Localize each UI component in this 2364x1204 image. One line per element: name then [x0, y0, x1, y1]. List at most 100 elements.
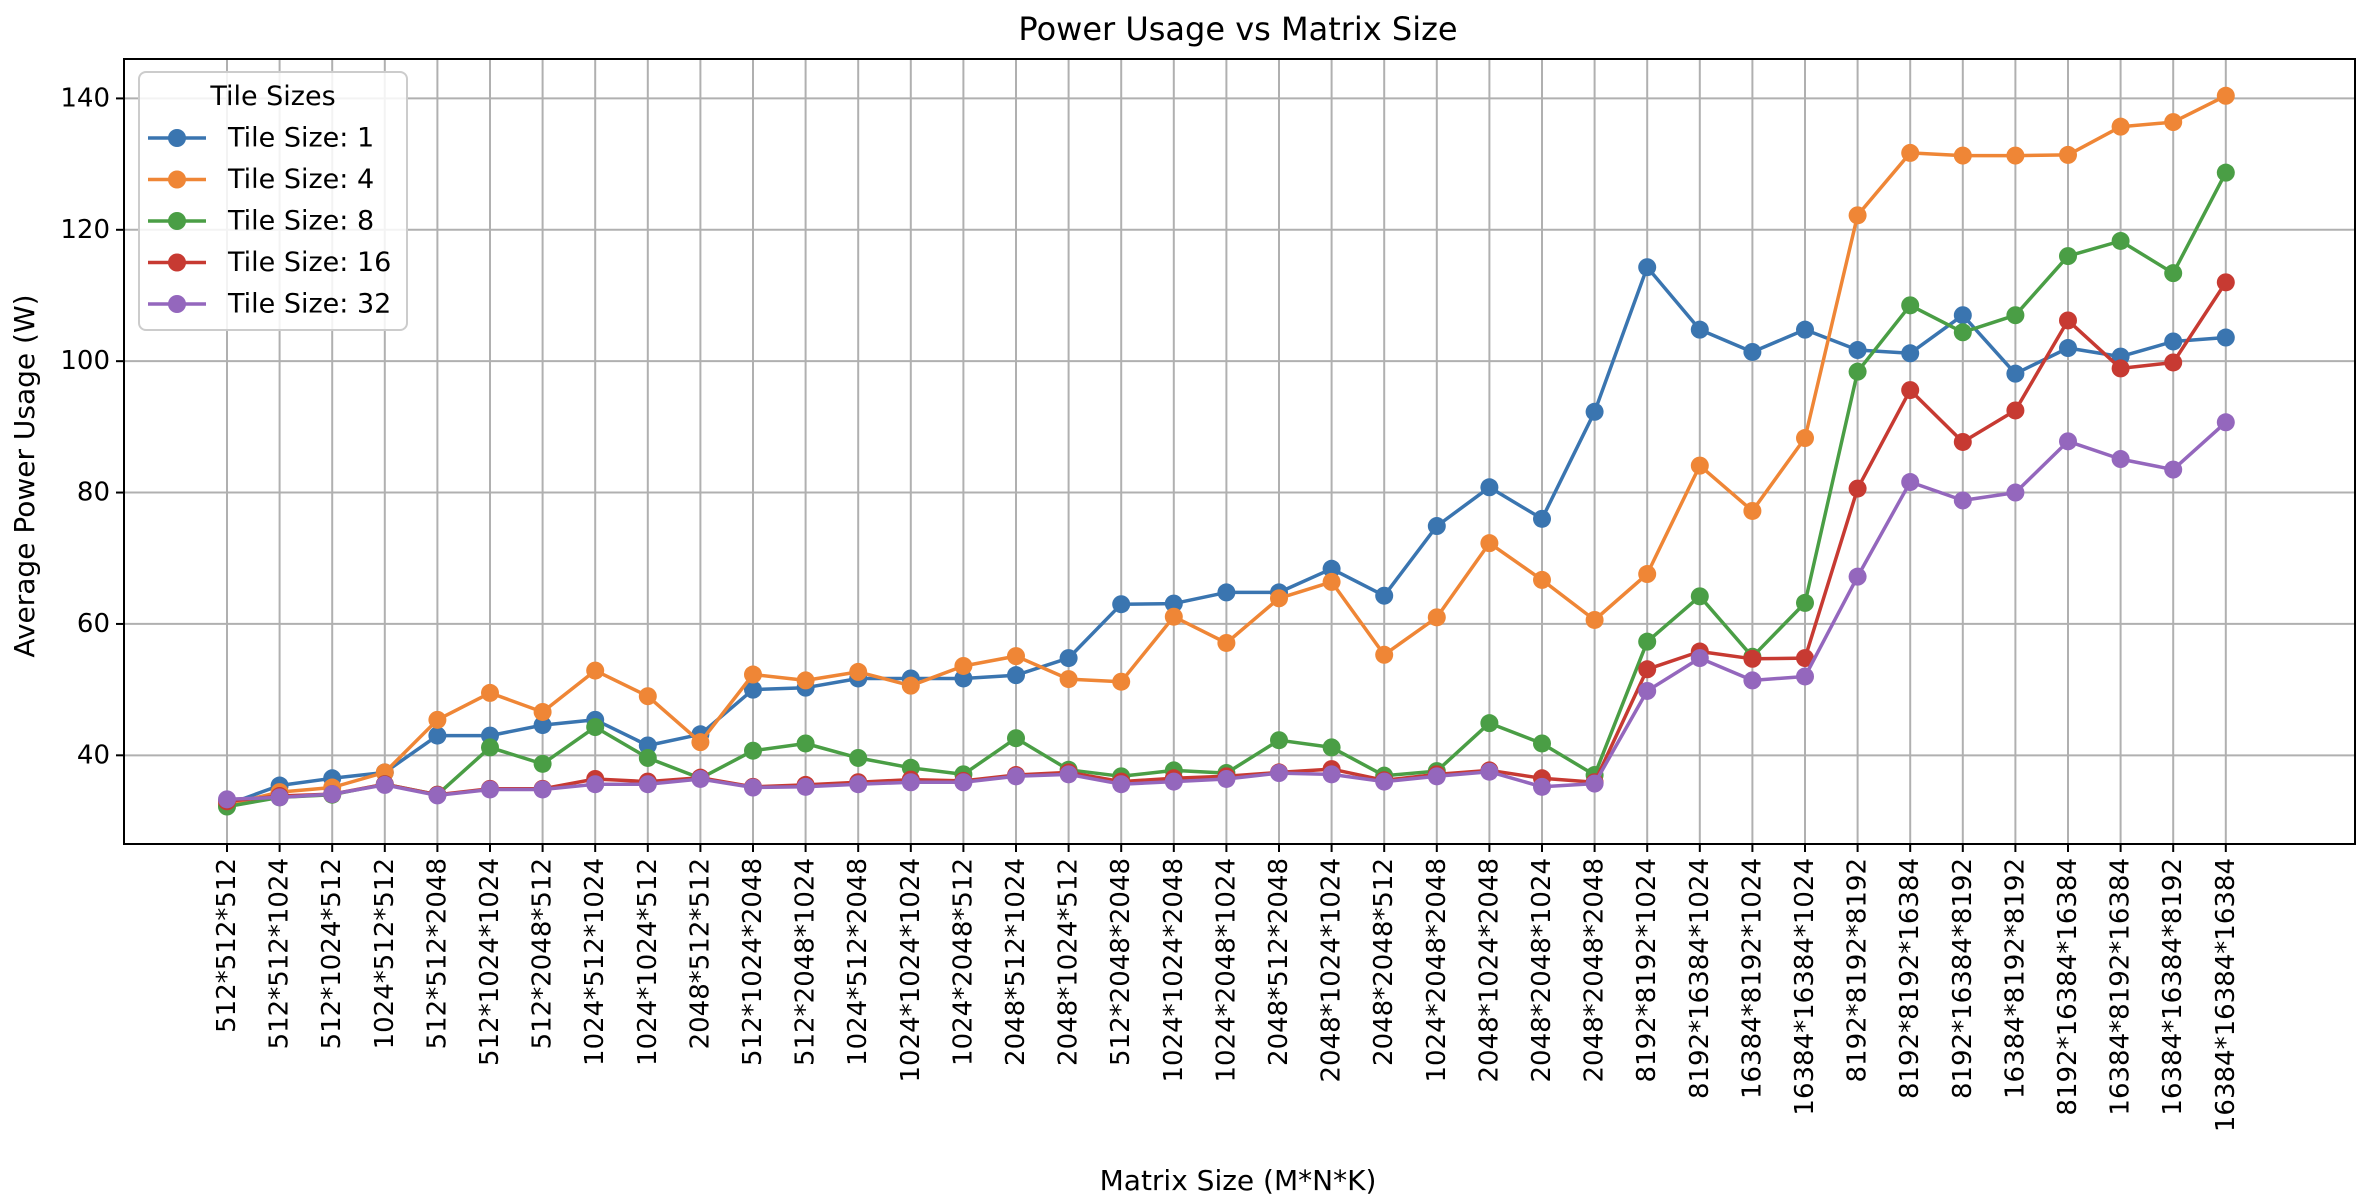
data-point	[1901, 381, 1920, 400]
data-point	[1743, 649, 1762, 668]
data-point	[481, 738, 499, 757]
legend-marker	[168, 212, 186, 230]
x-tick-label: 16384*8192*8192	[2000, 858, 2030, 1099]
legend-title: Tile Sizes	[209, 81, 335, 112]
x-tick-label: 1024*512*1024	[580, 858, 610, 1066]
data-point	[2006, 364, 2025, 383]
data-point	[586, 718, 605, 737]
data-point	[901, 773, 920, 792]
data-point	[2164, 353, 2183, 372]
data-point	[533, 754, 552, 773]
x-tick-label: 16384*16384*1024	[1790, 858, 1820, 1116]
legend-marker	[168, 170, 186, 189]
data-point	[2059, 145, 2077, 164]
data-point	[1533, 734, 1551, 753]
series	[218, 413, 2235, 809]
data-point	[1322, 572, 1341, 591]
data-point	[1796, 320, 1814, 339]
x-tick-label: 1024*2048*512	[948, 858, 978, 1066]
data-point	[1059, 670, 1078, 689]
data-point	[1953, 323, 1972, 342]
data-point	[1480, 478, 1499, 497]
data-point	[1007, 666, 1025, 685]
data-point	[2111, 450, 2130, 469]
legend-entry: Tile Size: 16	[148, 247, 391, 278]
data-point	[1953, 146, 1972, 165]
data-point	[375, 775, 394, 794]
legend-label: Tile Size: 32	[227, 289, 391, 320]
data-point	[1164, 607, 1183, 626]
legend-entry: Tile Size: 8	[148, 206, 374, 237]
data-point	[691, 769, 710, 788]
legend-entries: Tile Size: 1 Tile Size: 4 Tile Size: 8 Tile…	[148, 123, 391, 320]
chart-title: Power Usage vs Matrix Size	[1018, 10, 1457, 48]
x-tick-label: 2048*512*1024	[1001, 858, 1031, 1066]
x-tick-label: 512*2048*512	[528, 858, 558, 1049]
data-point	[1953, 491, 1972, 510]
data-point	[1585, 774, 1604, 793]
data-point	[1217, 769, 1236, 788]
data-point	[1901, 344, 1920, 363]
data-point	[1796, 649, 1814, 668]
x-axis-ticks: 512*512*512 512*512*1024 512*1024*512 1024*…	[212, 844, 2241, 1132]
data-point	[1217, 633, 1236, 652]
data-point	[1533, 509, 1551, 528]
x-tick-label: 8192*16384*1024	[1685, 858, 1715, 1099]
data-point	[1427, 517, 1446, 536]
data-point	[270, 788, 289, 807]
x-tick-label: 8192*8192*8192	[1843, 858, 1873, 1083]
data-point	[954, 773, 973, 792]
series-layer	[218, 86, 2235, 816]
data-point	[1743, 342, 1762, 361]
data-point	[1796, 593, 1814, 612]
x-tick-label: 2048*512*2048	[1264, 858, 1294, 1066]
data-point	[1848, 341, 1867, 360]
data-point	[1007, 647, 1025, 666]
x-tick-label: 8192*8192*1024	[1632, 858, 1662, 1083]
data-point	[1480, 534, 1499, 553]
data-point	[744, 778, 762, 797]
plot-frame	[123, 58, 2356, 845]
data-point	[2164, 332, 2183, 351]
data-point	[1375, 586, 1394, 605]
x-tick-label: 2048*512*512	[685, 858, 715, 1049]
data-point	[1638, 681, 1657, 700]
data-point	[1743, 501, 1762, 520]
x-tick-label: 16384*8192*1024	[1737, 858, 1767, 1099]
data-point	[1427, 767, 1446, 786]
data-point	[1322, 765, 1341, 784]
legend-label: Tile Size: 8	[227, 206, 374, 237]
data-point	[1901, 296, 1920, 315]
y-tick-label: 80	[77, 478, 110, 508]
series	[218, 86, 2235, 814]
data-point	[1480, 714, 1499, 733]
data-point	[1585, 610, 1604, 629]
x-tick-label: 1024*1024*512	[633, 858, 663, 1066]
data-point	[2216, 328, 2235, 347]
data-point	[2216, 413, 2235, 432]
data-point	[638, 748, 657, 767]
data-point	[2006, 401, 2025, 420]
data-point	[323, 785, 342, 804]
data-point	[1638, 565, 1657, 584]
x-tick-label: 512*512*1024	[265, 858, 295, 1049]
data-point	[2111, 117, 2130, 136]
data-point	[796, 734, 815, 753]
x-axis-label: Matrix Size (M*N*K)	[1100, 1164, 1377, 1197]
data-point	[1007, 767, 1025, 786]
data-point	[586, 661, 605, 680]
data-point	[1112, 672, 1131, 691]
data-point	[2059, 432, 2077, 451]
x-tick-label: 1024*512*2048	[843, 858, 873, 1066]
data-point	[2006, 146, 2025, 165]
data-point	[1796, 667, 1814, 686]
x-tick-label: 1024*2048*1024	[1211, 858, 1241, 1083]
legend-entry: Tile Size: 1	[148, 123, 374, 154]
x-tick-label: 2048*2048*2048	[1580, 858, 1610, 1083]
data-point	[1848, 567, 1867, 586]
data-point	[1270, 731, 1288, 750]
data-point	[1112, 595, 1131, 614]
